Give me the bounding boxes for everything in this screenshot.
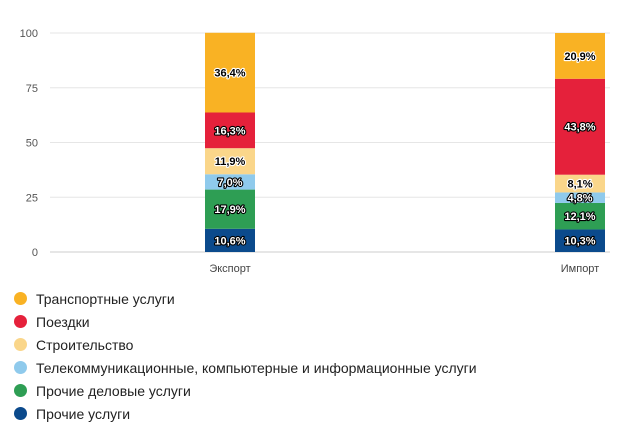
legend-swatch (14, 338, 27, 351)
legend-label: Строительство (36, 336, 134, 353)
y-tick-label: 100 (20, 28, 38, 40)
bar-segment (205, 174, 255, 190)
legend-label: Прочие услуги (36, 405, 131, 422)
x-category-label: Экспорт (209, 263, 250, 275)
data-label: 17,9% (214, 204, 245, 216)
data-label: 16,3% (214, 125, 245, 137)
legend-swatch (14, 315, 27, 328)
bar-segment (555, 229, 605, 252)
bar-segment (555, 202, 605, 230)
bar-segment (205, 189, 255, 229)
bar-segment (205, 32, 255, 113)
x-category-label: Импорт (561, 263, 599, 275)
legend-item[interactable]: Прочие услуги (14, 402, 614, 425)
data-label: 36,4% (214, 68, 245, 80)
bar-segment (205, 228, 255, 252)
data-label: 43,8% (564, 122, 595, 134)
bar-segment (555, 192, 605, 203)
y-tick-label: 50 (26, 138, 38, 150)
legend-item[interactable]: Транспортные услуги (14, 287, 614, 310)
legend-label: Транспортные услуги (36, 290, 175, 307)
legend-label: Поездки (36, 313, 90, 330)
legend-label: Телекоммуникационные, компьютерные и инф… (36, 359, 477, 376)
data-label: 11,9% (215, 156, 246, 168)
bar-segment (555, 33, 605, 79)
bar-segment (205, 148, 255, 175)
data-label: 4,8% (567, 193, 592, 205)
legend-item[interactable]: Прочие деловые услуги (14, 379, 614, 402)
data-label: 20,9% (564, 51, 595, 63)
data-label: 10,3% (564, 236, 595, 248)
bar-segment (555, 174, 605, 193)
legend: Транспортные услуги Поездки Строительство Т… (14, 287, 614, 425)
y-tick-label: 0 (32, 247, 38, 259)
data-label: 7,0% (217, 177, 242, 189)
legend-swatch (14, 384, 27, 397)
legend-swatch (14, 407, 27, 420)
data-label: 12,1% (564, 211, 595, 223)
legend-swatch (14, 292, 27, 305)
bar-segment (555, 78, 605, 175)
legend-swatch (14, 361, 27, 374)
legend-label: Прочие деловые услуги (36, 382, 191, 399)
bar-segment (205, 112, 255, 149)
legend-item[interactable]: Строительство (14, 333, 614, 356)
data-label: 8,1% (567, 179, 592, 191)
legend-item[interactable]: Телекоммуникационные, компьютерные и инф… (14, 356, 614, 379)
bar-layer: 10,6% 17,9% 7,0% 11,9% 16,3% 36,4% 10,3% 12,1% 4… (205, 32, 605, 252)
data-label: 10,6% (214, 235, 245, 247)
axis-layer: 0 25 50 75 100 Экспорт Импорт (20, 28, 600, 275)
y-tick-label: 75 (26, 83, 38, 95)
legend-item[interactable]: Поездки (14, 310, 614, 333)
grid-layer (50, 32, 610, 253)
y-tick-label: 25 (26, 192, 38, 204)
